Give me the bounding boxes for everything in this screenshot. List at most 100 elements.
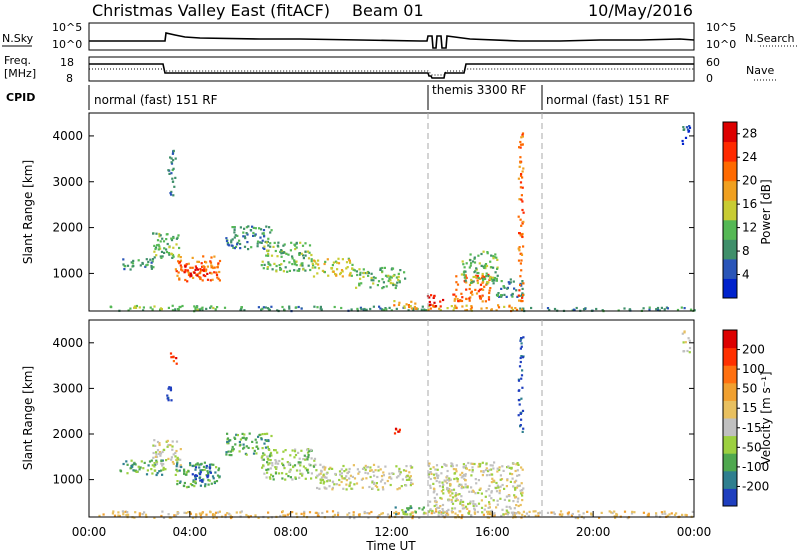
data-cell [218, 270, 221, 274]
data-cell [138, 468, 141, 471]
data-cell [213, 514, 216, 517]
data-cell [430, 512, 433, 515]
data-cell [499, 497, 502, 500]
data-cell [666, 307, 669, 310]
data-cell [295, 242, 298, 245]
data-cell [276, 451, 279, 454]
data-cell [430, 294, 433, 297]
data-cell [409, 475, 412, 478]
data-cell [153, 439, 156, 442]
data-cell [275, 467, 278, 470]
data-cell [294, 248, 297, 251]
data-cell [380, 512, 383, 515]
data-cell [409, 513, 412, 516]
x-tick-label: 00:00 [677, 525, 712, 539]
data-cell [201, 279, 204, 282]
data-cell [390, 477, 393, 480]
data-cell [302, 465, 305, 468]
data-cell [485, 467, 488, 470]
colorbar-tick-label: 28 [742, 127, 757, 141]
data-cell [405, 303, 408, 306]
data-cell [478, 488, 481, 491]
data-cell [522, 211, 525, 214]
data-cell [461, 260, 464, 263]
data-cell [261, 458, 264, 461]
data-cell [381, 486, 384, 489]
data-cell [520, 269, 523, 272]
data-cell [451, 496, 455, 499]
data-cell [194, 306, 197, 309]
data-cell [532, 510, 535, 513]
data-cell [508, 282, 511, 285]
data-cell [608, 510, 611, 513]
data-cell [181, 269, 184, 272]
data-cell [490, 510, 493, 513]
data-cell [253, 449, 256, 452]
data-cell [176, 483, 179, 486]
data-cell [218, 279, 221, 282]
data-cell [202, 465, 206, 468]
data-cell [193, 305, 196, 308]
data-cell [194, 466, 198, 469]
data-cell [437, 474, 440, 477]
data-cell [377, 465, 380, 468]
data-cell [198, 466, 201, 469]
data-cell [485, 272, 488, 275]
data-cell [397, 430, 400, 433]
colorbar-swatch [723, 347, 737, 366]
data-cell [280, 252, 283, 255]
data-cell [134, 306, 138, 309]
data-cell [223, 306, 227, 309]
data-cell [245, 226, 248, 229]
data-cell [194, 478, 197, 481]
data-cell [209, 261, 213, 264]
data-cell [478, 288, 481, 291]
freq-strip: Freq. [MHz] 18 8 60 0 Nave [4, 54, 778, 85]
data-cell [146, 263, 149, 266]
data-cell [350, 487, 353, 490]
data-cell [263, 263, 266, 266]
data-cell [473, 507, 476, 510]
data-cell [455, 281, 458, 284]
data-cell [313, 305, 316, 308]
data-cell [441, 508, 444, 511]
data-cell [384, 274, 388, 277]
data-cell [165, 459, 168, 462]
data-cell [233, 236, 236, 239]
data-cell [472, 504, 475, 507]
nsky-strip: N.Sky 10^5 10^0 10^5 10^0 N.Search [2, 21, 798, 51]
data-cell [291, 263, 294, 266]
data-cell [455, 470, 458, 473]
data-cell [517, 247, 520, 250]
data-cell [515, 289, 518, 292]
data-cell [520, 252, 523, 255]
data-cell [379, 267, 382, 270]
data-cell [408, 507, 411, 510]
data-cell [260, 438, 263, 441]
colorbar-swatch [723, 330, 737, 349]
data-cell [575, 306, 578, 310]
data-cell [435, 464, 439, 467]
data-cell [265, 225, 268, 228]
data-cell [521, 499, 524, 502]
data-cell [398, 470, 401, 473]
data-cell [521, 287, 524, 290]
data-cell [389, 282, 392, 285]
data-cell [138, 512, 141, 515]
data-cell [170, 190, 173, 193]
data-cell [243, 433, 246, 436]
data-cell [291, 257, 294, 260]
data-cell [189, 275, 192, 278]
data-cell [348, 477, 351, 480]
data-cell [133, 305, 137, 308]
data-cell [280, 255, 283, 258]
data-cell [488, 473, 491, 477]
data-cell [487, 275, 490, 278]
data-cell [371, 487, 374, 490]
colorbar-swatch [723, 435, 737, 454]
data-cell [243, 227, 246, 230]
data-cell [267, 254, 270, 257]
data-cell [230, 239, 233, 242]
data-cell [522, 510, 525, 513]
data-cell [166, 242, 169, 246]
